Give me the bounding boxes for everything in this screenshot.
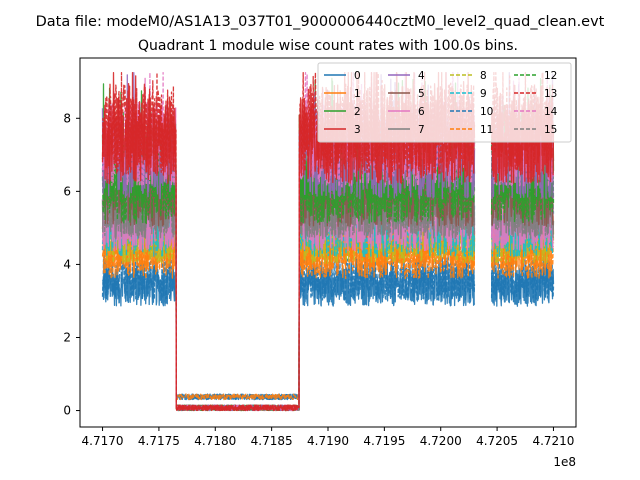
x-tick-label: 4.7210 bbox=[532, 434, 574, 448]
x-tick-label: 4.7170 bbox=[82, 434, 124, 448]
legend-label: 1 bbox=[354, 88, 361, 100]
x-tick-label: 4.7200 bbox=[420, 434, 462, 448]
x-tick-label: 4.7180 bbox=[194, 434, 236, 448]
legend-label: 13 bbox=[544, 88, 557, 100]
y-tick-label: 4 bbox=[63, 257, 71, 271]
x-tick-label: 4.7175 bbox=[138, 434, 180, 448]
legend-label: 3 bbox=[354, 124, 361, 136]
legend-label: 11 bbox=[480, 124, 493, 136]
legend-label: 2 bbox=[354, 106, 361, 118]
legend-label: 12 bbox=[544, 70, 557, 82]
x-tick-label: 4.7190 bbox=[307, 434, 349, 448]
x-axis: 4.7170 4.7175 4.7180 4.7185 4.7190 4.7195 4.72… bbox=[82, 427, 574, 448]
y-tick-label: 0 bbox=[63, 404, 71, 418]
legend-label: 0 bbox=[354, 70, 361, 82]
legend-label: 8 bbox=[480, 70, 487, 82]
x-offset-label: 1e8 bbox=[553, 455, 576, 469]
x-tick-label: 4.7195 bbox=[363, 434, 405, 448]
figure-suptitle: Data file: modeM0/AS1A13_037T01_90000064… bbox=[36, 14, 605, 30]
legend-label: 10 bbox=[480, 106, 493, 118]
x-tick-label: 4.7205 bbox=[476, 434, 518, 448]
chart-title: Quadrant 1 module wise count rates with … bbox=[138, 38, 518, 54]
plot-lines bbox=[101, 71, 555, 412]
x-tick-label: 4.7185 bbox=[251, 434, 293, 448]
y-tick-label: 6 bbox=[63, 184, 71, 198]
legend-label: 15 bbox=[544, 124, 557, 136]
y-tick-label: 2 bbox=[63, 330, 71, 344]
legend-label: 14 bbox=[544, 106, 558, 118]
legend-label: 4 bbox=[418, 70, 425, 82]
legend-label: 9 bbox=[480, 88, 487, 100]
legend-label: 6 bbox=[418, 106, 425, 118]
y-axis: 0 2 4 6 8 bbox=[63, 111, 80, 418]
legend-label: 5 bbox=[418, 88, 425, 100]
legend-box bbox=[317, 62, 572, 143]
y-tick-label: 8 bbox=[63, 111, 71, 125]
legend-label: 7 bbox=[418, 124, 425, 136]
